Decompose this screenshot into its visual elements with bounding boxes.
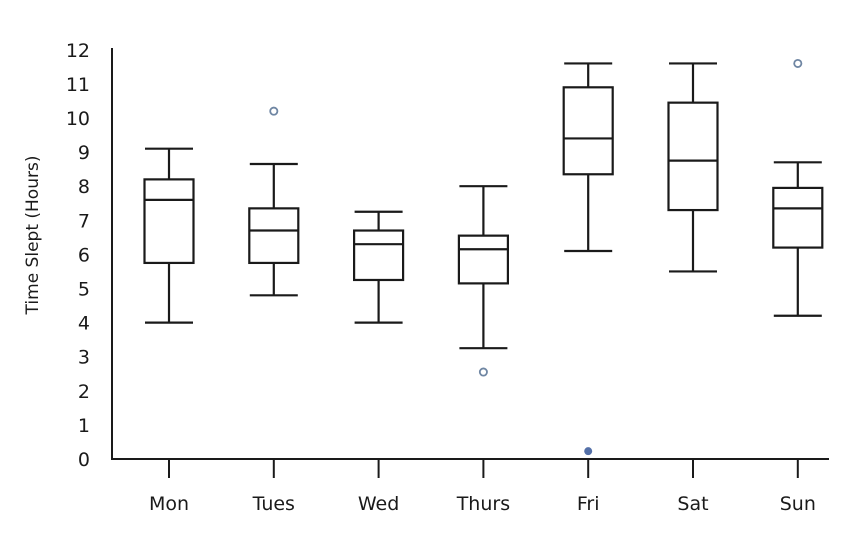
x-tick-label: Sun [780,493,816,515]
y-tick-label: 0 [78,449,90,471]
iqr-box [248,207,300,265]
y-tick-label: 2 [78,381,90,403]
x-tick-label: Wed [358,493,399,515]
y-tick-label: 4 [78,313,90,335]
x-tick-label: Thurs [456,493,510,515]
x-tick-label: Sat [677,493,708,515]
y-tick-label: 6 [78,244,90,266]
y-tick-label: 11 [66,74,90,96]
iqr-box [457,234,509,285]
iqr-box [772,186,824,249]
box-tues [248,106,300,297]
x-tick-label: Fri [577,493,600,515]
y-tick-label: 5 [78,279,90,301]
box-thurs [457,185,509,377]
iqr-box [353,229,405,282]
y-tick-label: 8 [78,176,90,198]
y-tick-label: 3 [78,347,90,369]
x-tick-label: Tues [252,493,295,515]
outlier-point [793,58,803,68]
box-sat [667,62,719,273]
outlier-point [584,447,593,456]
outlier-point [269,106,279,116]
y-tick-label: 9 [78,142,90,164]
iqr-box [562,86,614,176]
y-tick-label: 1 [78,415,90,437]
iqr-box [143,178,195,265]
y-axis-title: Time Slept (Hours) [23,156,43,316]
y-tick-label: 10 [66,108,90,130]
x-axis-ticks: Mon Tues Wed Thurs Fri Sat Sun [149,459,816,515]
box-series [143,58,824,456]
x-tick-label: Mon [149,493,189,515]
y-tick-label: 7 [78,210,90,232]
box-sun [772,58,824,317]
box-wed [353,210,405,324]
outlier-point [478,367,488,377]
y-tick-label: 12 [66,40,90,62]
box-fri [562,62,614,456]
iqr-box [667,101,719,212]
box-mon [143,147,195,324]
